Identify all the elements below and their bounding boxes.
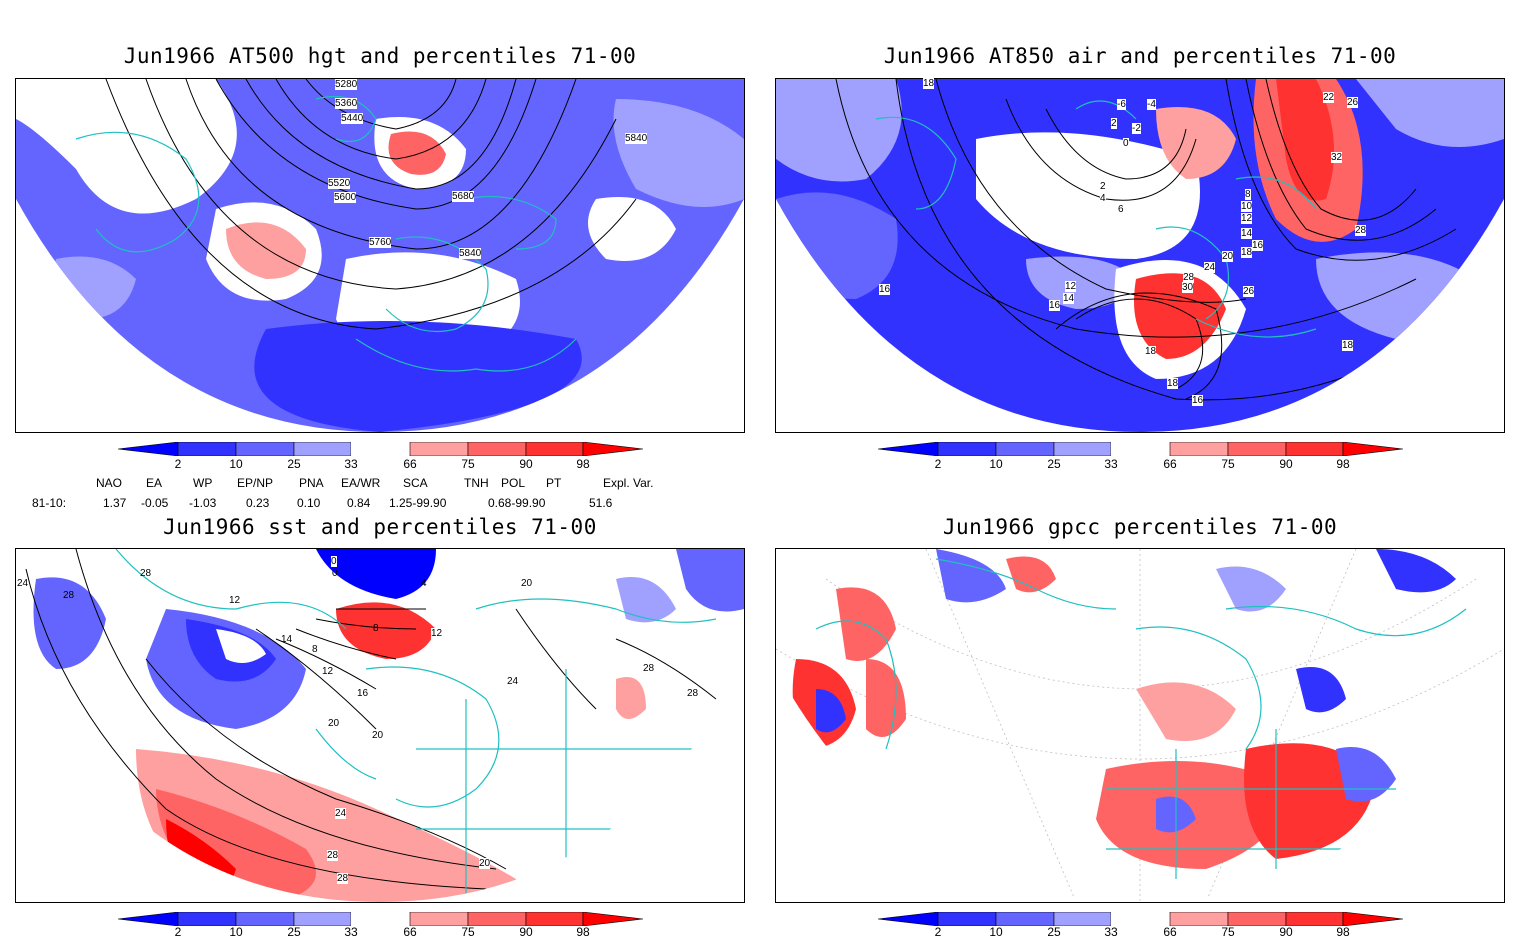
colorbar-tick: 98 [1336, 457, 1350, 471]
tele-header: PT [546, 476, 562, 490]
colorbar-tick: 25 [287, 457, 301, 471]
map-panel-850air[interactable] [775, 78, 1505, 433]
tele-value: 0.68-99.90 [488, 496, 546, 510]
colorbar-tick: 2 [934, 925, 942, 939]
colorbar-tick: 90 [1279, 925, 1293, 939]
tele-header: SCA [403, 476, 428, 490]
colorbar-tick: 66 [403, 925, 417, 939]
tele-value: 0.23 [246, 496, 270, 510]
colorbar-tick: 98 [1336, 925, 1350, 939]
colorbar-tick: 75 [1221, 457, 1235, 471]
tele-value: 0.84 [347, 496, 371, 510]
colorbar-labels-bottom-left: 2 10 25 33 66 75 90 98 [118, 925, 643, 939]
colorbar-tick: 98 [576, 457, 590, 471]
colorbar-tick: 90 [519, 925, 533, 939]
tele-header: WP [193, 476, 213, 490]
tele-header: EA [146, 476, 163, 490]
colorbar-tick: 25 [1047, 925, 1061, 939]
colorbar-tick: 66 [1163, 925, 1177, 939]
panel-title-500hgt: Jun1966 AT500 hgt and percentiles 71-00 [123, 44, 637, 68]
tele-header: PNA [299, 476, 324, 490]
map-panel-sst[interactable] [15, 548, 745, 903]
panel-title-gpcc: Jun1966 gpcc percentiles 71-00 [942, 515, 1338, 539]
colorbar-tick: 33 [344, 457, 358, 471]
colorbar-tick: 25 [287, 925, 301, 939]
colorbar-tick: 2 [934, 457, 942, 471]
colorbar-tick: 10 [229, 925, 243, 939]
colorbar-tick: 2 [174, 457, 182, 471]
tele-row-label: 81-10: [32, 496, 67, 510]
tele-header: NAO [96, 476, 123, 490]
colorbar-tick: 98 [576, 925, 590, 939]
tele-value: 1.37 [103, 496, 127, 510]
colorbar-tick: 10 [229, 457, 243, 471]
colorbar-top-left [117, 441, 644, 457]
map-panel-500hgt[interactable] [15, 78, 745, 433]
tele-value: -0.05 [141, 496, 169, 510]
tele-header: Expl. Var. [603, 476, 654, 490]
colorbar-tick: 33 [1104, 457, 1118, 471]
tele-header: TNH [464, 476, 489, 490]
colorbar-tick: 10 [989, 457, 1003, 471]
tele-header: EA/WR [341, 476, 381, 490]
colorbar-labels-bottom-right: 2 10 25 33 66 75 90 98 [878, 925, 1403, 939]
colorbar-tick: 66 [403, 457, 417, 471]
colorbar-tick: 90 [1279, 457, 1293, 471]
panel-title-850air: Jun1966 AT850 air and percentiles 71-00 [883, 44, 1397, 68]
colorbar-tick: 75 [461, 457, 475, 471]
colorbar-tick: 33 [1104, 925, 1118, 939]
colorbar-tick: 66 [1163, 457, 1177, 471]
tele-value: -1.03 [189, 496, 217, 510]
tele-header: POL [501, 476, 526, 490]
tele-value: 51.6 [589, 496, 613, 510]
colorbar-tick: 33 [344, 925, 358, 939]
teleconnection-table: NAO EA WP EP/NP PNA EA/WR SCA TNH POL PT… [0, 474, 760, 514]
colorbar-tick: 75 [1221, 925, 1235, 939]
colorbar-labels-top-left: 2 10 25 33 66 75 90 98 [118, 457, 643, 471]
colorbar-bottom-right [877, 911, 1404, 927]
colorbar-top-right [877, 441, 1404, 457]
tele-header: EP/NP [237, 476, 274, 490]
colorbar-tick: 10 [989, 925, 1003, 939]
colorbar-tick: 90 [519, 457, 533, 471]
colorbar-tick: 25 [1047, 457, 1061, 471]
colorbar-bottom-left [117, 911, 644, 927]
tele-value: 0.10 [297, 496, 321, 510]
colorbar-labels-top-right: 2 10 25 33 66 75 90 98 [878, 457, 1403, 471]
map-panel-gpcc[interactable] [775, 548, 1505, 903]
colorbar-tick: 2 [174, 925, 182, 939]
tele-value: 1.25-99.90 [389, 496, 447, 510]
panel-title-sst: Jun1966 sst and percentiles 71-00 [163, 515, 597, 539]
colorbar-tick: 75 [461, 925, 475, 939]
